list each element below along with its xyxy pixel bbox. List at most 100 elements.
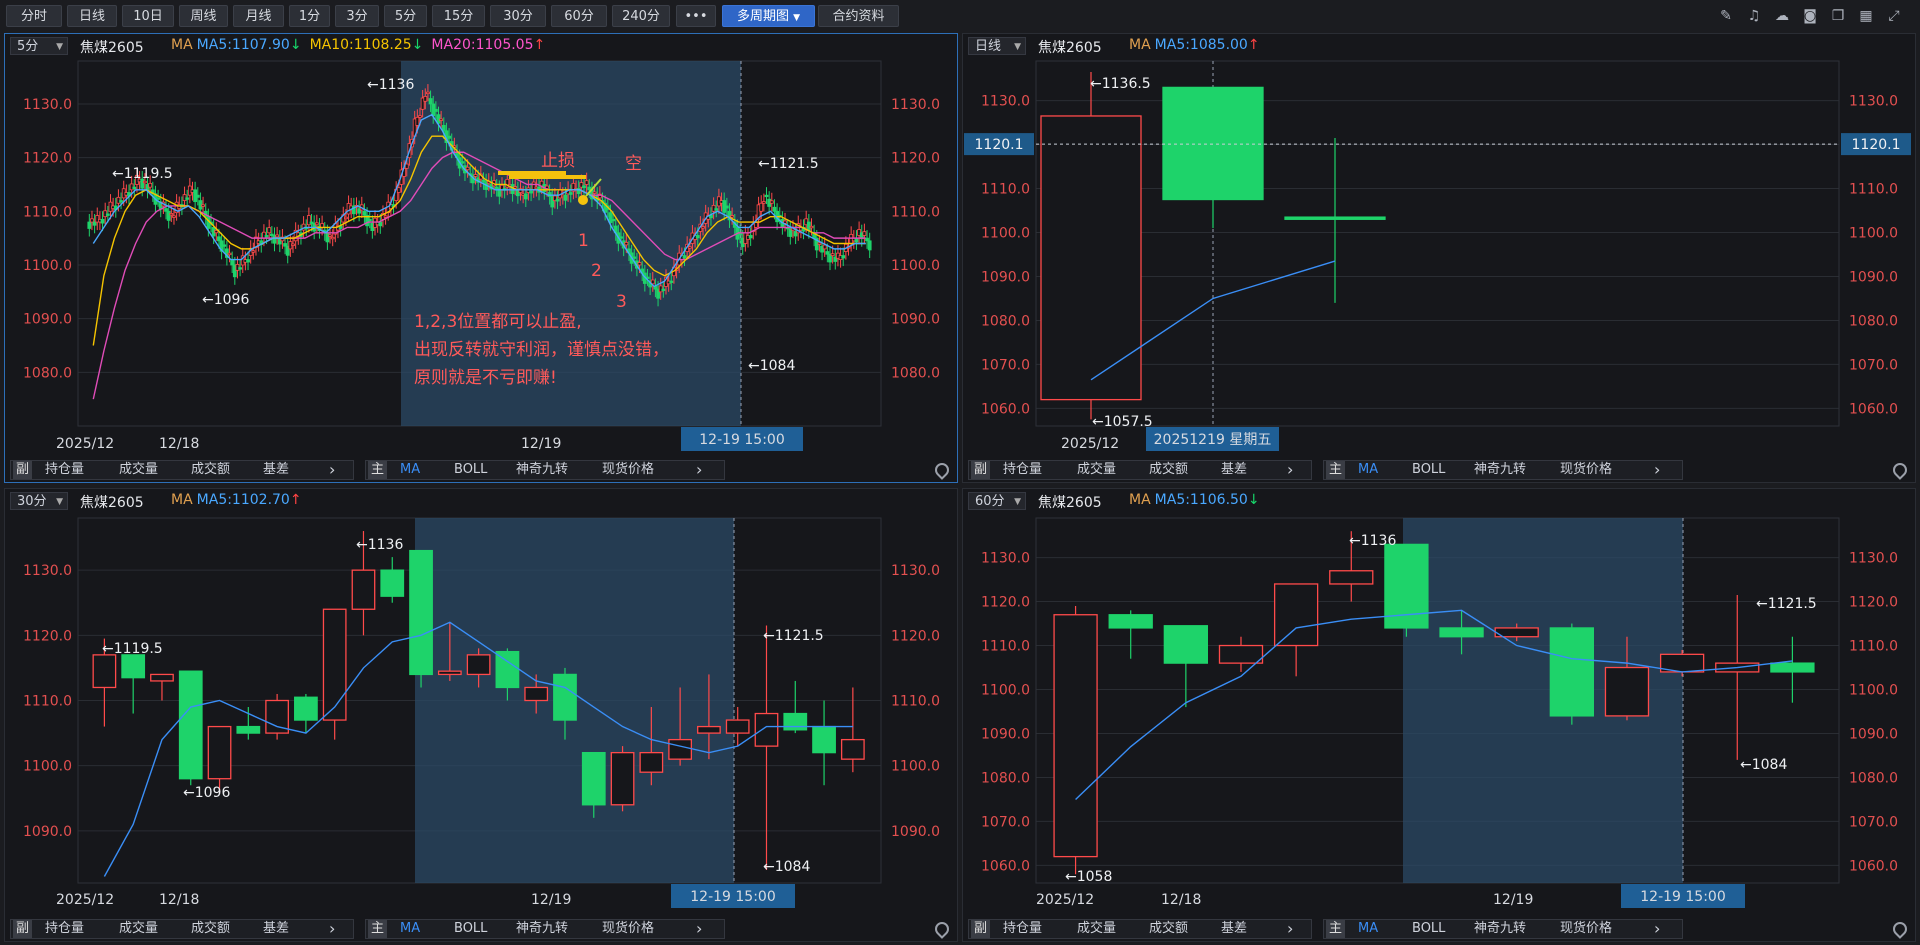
candle-body [433, 108, 438, 112]
period-select[interactable]: 60分 ▼ [968, 492, 1026, 510]
period-button-12[interactable]: ••• [676, 5, 716, 27]
tab-td9[interactable]: 神奇九转 [516, 921, 569, 936]
tab-open-interest[interactable]: 持仓量 [1003, 462, 1043, 477]
tab-td9[interactable]: 神奇九转 [516, 462, 569, 477]
tab-turnover[interactable]: 成交额 [1149, 921, 1189, 936]
candle-body [309, 221, 314, 224]
location-pin-icon[interactable] [1890, 919, 1910, 939]
tab-spot-price[interactable]: 现货价格 [602, 921, 655, 936]
period-button-2[interactable]: 10日 [122, 5, 174, 27]
multi-period-button[interactable]: 多周期图 ▼ [722, 5, 815, 27]
chart-panel-pd[interactable]: 日线▼ 焦煤2605MAMA5:1085.00↑1130.01130.01120… [962, 33, 1916, 483]
tab-ma[interactable]: MA [1358, 462, 1379, 477]
candles [92, 531, 865, 870]
candle-body [92, 221, 97, 226]
location-pin-icon[interactable] [932, 460, 952, 480]
tab-td9[interactable]: 神奇九转 [1474, 921, 1527, 936]
tab-boll[interactable]: BOLL [454, 462, 488, 477]
chart-panel-p60[interactable]: 60分 ▼ 焦煤2605 MA MA5:1106.50↓ 1130.0 1130.0 112… [962, 488, 1916, 942]
chevron-right-icon[interactable]: › [1654, 460, 1661, 479]
tab-volume[interactable]: 成交量 [1077, 921, 1117, 936]
tab-ma[interactable]: MA [400, 921, 421, 936]
period-button-5[interactable]: 1分 [289, 5, 330, 27]
period-button-9[interactable]: 30分 [490, 5, 546, 27]
period-button-10[interactable]: 60分 [551, 5, 607, 27]
camera-icon[interactable]: ◙ [1803, 8, 1817, 24]
candle-body [207, 725, 232, 780]
tab-spot-price[interactable]: 现货价格 [1560, 921, 1613, 936]
tab-ma[interactable]: MA [400, 462, 421, 477]
candle-body [409, 549, 433, 676]
contract-info-button[interactable]: 合约资料 [818, 5, 899, 27]
candle-body [404, 163, 409, 169]
period-button-3[interactable]: 周线 [179, 5, 228, 27]
x-tick-label: 12/18 [159, 436, 199, 452]
period-button-0[interactable]: 分时 [6, 5, 62, 27]
tab-spot-price[interactable]: 现货价格 [602, 462, 655, 477]
tab-ma[interactable]: MA [1358, 921, 1379, 936]
tab-volume[interactable]: 成交量 [119, 462, 159, 477]
candle-body [555, 198, 560, 202]
period-button-7[interactable]: 5分 [384, 5, 427, 27]
candles [1053, 531, 1815, 875]
candle-body [142, 180, 147, 184]
stop-loss-text: 止损 [541, 151, 575, 171]
bell-icon[interactable]: ♫ [1747, 8, 1761, 24]
tab-boll[interactable]: BOLL [1412, 921, 1446, 936]
tab-spot-price[interactable]: 现货价格 [1560, 462, 1613, 477]
indicator-footer: 副 持仓量 成交量 成交额 基差 › 主 MA BOLL 神奇九转 现货价格 › [5, 917, 957, 941]
arrow-icon [585, 178, 602, 197]
chevron-right-icon[interactable]: › [1654, 919, 1661, 938]
tab-boll[interactable]: BOLL [1412, 462, 1446, 477]
tab-basis[interactable]: 基差 [263, 462, 290, 477]
chart-settings-icon[interactable]: ▦ [1859, 8, 1873, 24]
tab-open-interest[interactable]: 持仓量 [1003, 921, 1043, 936]
period-select[interactable]: 5分 ▼ [10, 37, 68, 55]
chart-panel-p30[interactable]: 30分 ▼ 焦煤2605 MA MA5:1102.70↑ 1130.0 1130.0 112… [4, 488, 958, 942]
location-pin-icon[interactable] [1890, 460, 1910, 480]
tab-turnover[interactable]: 成交额 [1149, 462, 1189, 477]
tab-volume[interactable]: 成交量 [119, 921, 159, 936]
price-chart[interactable]: 1130.01130.01120.01120.01110.01110.01100… [963, 58, 1917, 458]
period-button-1[interactable]: 日线 [67, 5, 117, 27]
cloud-icon[interactable]: ☁ [1775, 8, 1789, 24]
tab-turnover[interactable]: 成交额 [191, 921, 231, 936]
y-tick-left: 1100.0 [981, 226, 1030, 242]
chart-panel-p5[interactable]: 5分 ▼ 焦煤2605 MA MA5:1107.90↓ MA10:1108.25↓ MA2… [4, 33, 958, 483]
candle-body [1549, 627, 1594, 717]
tab-basis[interactable]: 基差 [263, 921, 290, 936]
tab-basis[interactable]: 基差 [1221, 921, 1248, 936]
chevron-right-icon[interactable]: › [696, 460, 703, 479]
location-pin-icon[interactable] [932, 919, 952, 939]
tab-basis[interactable]: 基差 [1221, 462, 1248, 477]
candle-body [682, 255, 687, 259]
pen-icon[interactable]: ✎ [1720, 8, 1732, 24]
period-button-11[interactable]: 240分 [612, 5, 670, 27]
tab-open-interest[interactable]: 持仓量 [45, 462, 85, 477]
y-tick-right: 1130.0 [1849, 551, 1898, 567]
candle-body [344, 216, 348, 220]
tab-volume[interactable]: 成交量 [1077, 462, 1117, 477]
chevron-right-icon[interactable]: › [696, 919, 703, 938]
period-button-8[interactable]: 15分 [432, 5, 485, 27]
period-select[interactable]: 日线 ▼ [968, 37, 1026, 55]
chevron-right-icon[interactable]: › [329, 919, 336, 938]
chevron-right-icon[interactable]: › [1287, 919, 1294, 938]
period-select[interactable]: 30分 ▼ [10, 492, 68, 510]
chevron-right-icon[interactable]: › [1287, 460, 1294, 479]
tab-turnover[interactable]: 成交额 [191, 462, 231, 477]
tab-open-interest[interactable]: 持仓量 [45, 921, 85, 936]
period-button-6[interactable]: 3分 [335, 5, 379, 27]
expand-icon[interactable]: ⤢ [1888, 8, 1900, 24]
period-button-4[interactable]: 月线 [233, 5, 284, 27]
tab-td9[interactable]: 神奇九转 [1474, 462, 1527, 477]
chevron-right-icon[interactable]: › [329, 460, 336, 479]
copy-icon[interactable]: ❐ [1831, 8, 1845, 24]
price-extreme-label: ←1084 [1740, 757, 1787, 773]
tab-boll[interactable]: BOLL [454, 921, 488, 936]
candle-body [465, 166, 470, 171]
ma5-line [1075, 609, 1793, 800]
